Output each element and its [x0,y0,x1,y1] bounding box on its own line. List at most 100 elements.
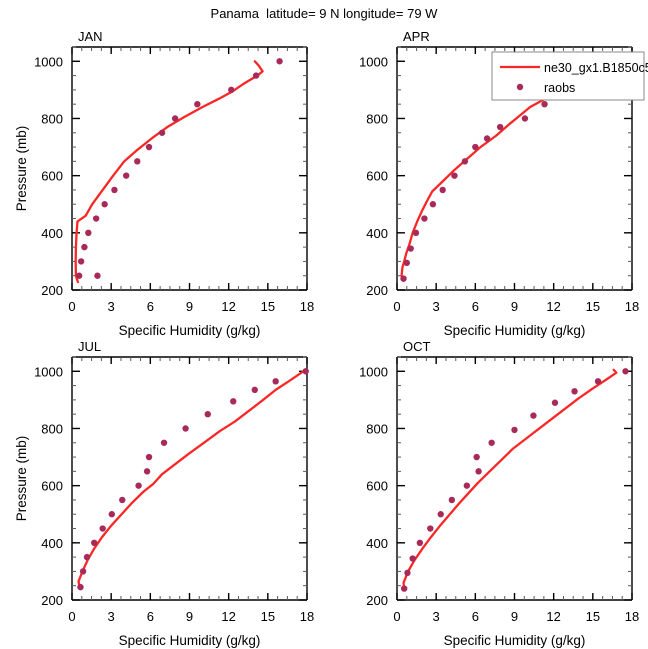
obs-point [551,399,559,406]
panel-label-jan: JAN [78,29,103,44]
x-axis-title: Specific Humidity (g/kg) [444,633,586,648]
obs-point [85,229,92,237]
obs-point [496,123,504,131]
obs-point [400,585,408,592]
x-tick-label: 15 [261,299,275,314]
x-tick-label: 0 [393,609,400,624]
obs-point [448,496,456,504]
obs-point [451,172,458,179]
obs-point [416,539,424,547]
y-tick-label: 1000 [34,364,63,379]
obs-point [622,368,629,375]
panel-label-apr: APR [403,29,430,44]
x-tick-label: 0 [393,299,400,314]
x-axis-title: Specific Humidity (g/kg) [119,633,261,648]
panel-label-jul: JUL [78,339,101,354]
model-line-oct [402,368,618,591]
x-tick-label: 3 [108,299,115,314]
obs-point [143,468,151,475]
y-tick-label: 600 [366,169,388,184]
obs-point [94,272,101,279]
x-axis-title: Specific Humidity (g/kg) [444,323,586,338]
obs-point [230,398,237,405]
obs-point [421,215,428,222]
y-tick-label: 600 [41,169,63,184]
obs-point [135,482,142,489]
figure-title: Panama latitude= 9 N longitude= 79 W [210,6,438,21]
x-axis-title: Specific Humidity (g/kg) [119,323,261,338]
legend-obs-label: raobs [544,81,575,95]
obs-point [412,229,420,237]
model-line-jul [77,369,306,589]
obs-point [134,158,141,165]
y-tick-label: 400 [366,226,388,241]
x-tick-label: 6 [147,609,154,624]
x-tick-label: 9 [186,299,193,314]
obs-point [252,72,260,79]
obs-point [90,539,98,547]
obs-point [439,186,446,194]
model-line-jan [74,60,264,284]
obs-point [251,386,258,394]
obs-point [407,245,414,252]
obs-point [160,439,168,446]
x-tick-label: 12 [546,299,560,314]
legend-obs-swatch [516,83,524,91]
obs-point [79,568,87,575]
x-tick-label: 15 [261,609,275,624]
obs-point [145,453,153,461]
obs-point [400,275,407,282]
legend-box [491,51,645,101]
x-tick-label: 3 [433,299,440,314]
obs-point [111,186,118,194]
x-tick-label: 15 [586,299,600,314]
y-tick-label: 800 [41,111,63,126]
x-tick-label: 6 [147,299,154,314]
y-tick-label: 200 [366,283,388,298]
x-tick-label: 18 [625,609,639,624]
y-axis-title: Pressure (mb) [14,126,29,212]
obs-point [83,553,91,561]
y-tick-label: 400 [366,536,388,551]
x-tick-label: 18 [300,609,314,624]
obs-point [272,378,279,385]
obs-point [594,378,602,385]
obs-point [403,259,410,267]
obs-point [475,468,482,475]
obs-point [92,215,100,222]
x-tick-label: 15 [586,609,600,624]
obs-point [158,129,166,136]
obs-point [511,426,518,434]
obs-point [404,569,411,577]
obs-point [194,100,201,108]
x-tick-label: 9 [511,609,518,624]
y-tick-label: 200 [41,283,63,298]
y-tick-label: 400 [41,226,63,241]
obs-point [488,439,495,446]
obs-point [75,272,83,279]
obs-point [302,368,309,375]
x-tick-label: 9 [511,299,518,314]
y-tick-label: 200 [41,593,63,608]
y-axis-title: Pressure (mb) [14,436,29,522]
x-tick-label: 6 [472,609,479,624]
x-tick-label: 12 [546,609,560,624]
x-tick-label: 9 [186,609,193,624]
obs-point [437,511,444,518]
x-tick-label: 6 [472,299,479,314]
obs-point [77,583,84,591]
obs-point [122,172,130,179]
obs-point [473,453,480,461]
obs-point [171,115,179,122]
y-tick-label: 200 [366,593,388,608]
x-tick-label: 18 [300,299,314,314]
x-tick-label: 12 [221,299,235,314]
obs-point [182,425,189,432]
obs-point [427,525,434,532]
x-tick-label: 12 [221,609,235,624]
y-tick-label: 800 [366,421,388,436]
obs-point [472,143,479,151]
